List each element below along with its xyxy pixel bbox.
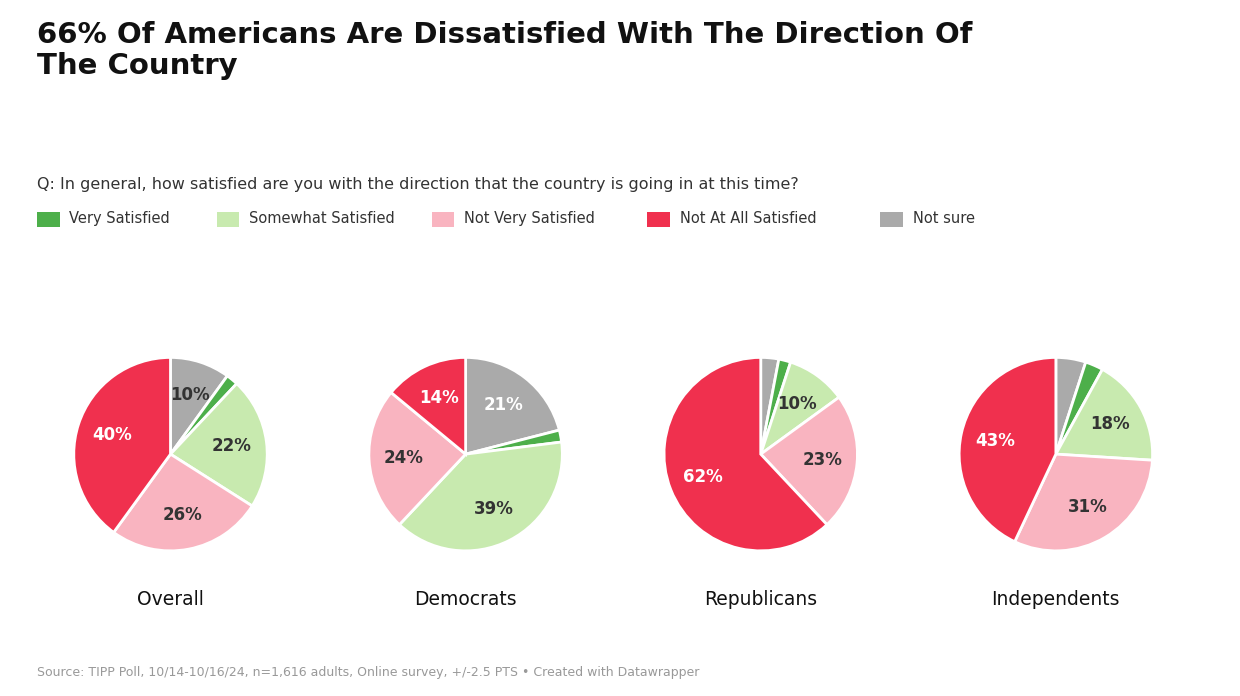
Text: 18%: 18% <box>1090 416 1130 434</box>
Wedge shape <box>170 358 227 454</box>
Text: Very Satisfied: Very Satisfied <box>69 211 170 226</box>
Text: Not At All Satisfied: Not At All Satisfied <box>680 211 816 226</box>
Wedge shape <box>399 442 562 551</box>
Wedge shape <box>1056 370 1152 460</box>
Text: 22%: 22% <box>212 437 252 455</box>
Wedge shape <box>761 362 839 454</box>
Wedge shape <box>761 359 791 454</box>
Text: 39%: 39% <box>474 500 513 519</box>
Wedge shape <box>171 383 267 506</box>
Wedge shape <box>1056 362 1102 454</box>
Wedge shape <box>1014 454 1152 551</box>
Wedge shape <box>171 376 237 454</box>
Text: Independents: Independents <box>992 590 1120 608</box>
Text: Not Very Satisfied: Not Very Satisfied <box>464 211 595 226</box>
Text: 23%: 23% <box>802 451 842 469</box>
Text: 40%: 40% <box>92 426 131 444</box>
Wedge shape <box>665 358 827 551</box>
Text: Source: TIPP Poll, 10/14-10/16/24, n=1,616 adults, Online survey, +/-2.5 PTS • C: Source: TIPP Poll, 10/14-10/16/24, n=1,6… <box>37 665 699 679</box>
Text: Not sure: Not sure <box>913 211 975 226</box>
Text: 43%: 43% <box>976 432 1016 450</box>
Text: 62%: 62% <box>683 468 723 486</box>
Text: 14%: 14% <box>419 389 459 407</box>
Wedge shape <box>466 430 562 454</box>
Text: Somewhat Satisfied: Somewhat Satisfied <box>249 211 394 226</box>
Wedge shape <box>74 358 171 532</box>
Wedge shape <box>1055 358 1086 454</box>
Text: Democrats: Democrats <box>414 590 517 608</box>
Wedge shape <box>761 397 857 525</box>
Text: 66% Of Americans Are Dissatisfied With The Direction Of
The Country: 66% Of Americans Are Dissatisfied With T… <box>37 21 972 80</box>
Text: 21%: 21% <box>484 396 523 414</box>
Text: 10%: 10% <box>170 386 210 404</box>
Text: Q: In general, how satisfied are you with the direction that the country is goin: Q: In general, how satisfied are you wit… <box>37 177 799 193</box>
Wedge shape <box>391 358 466 454</box>
Text: 24%: 24% <box>384 449 424 467</box>
Wedge shape <box>960 358 1056 541</box>
Wedge shape <box>370 393 466 525</box>
Wedge shape <box>465 358 559 454</box>
Text: 31%: 31% <box>1068 498 1107 516</box>
Wedge shape <box>114 454 252 551</box>
Text: 26%: 26% <box>162 506 202 524</box>
Wedge shape <box>760 358 779 454</box>
Text: Republicans: Republicans <box>704 590 817 608</box>
Text: 10%: 10% <box>777 395 817 413</box>
Text: Overall: Overall <box>138 590 203 608</box>
